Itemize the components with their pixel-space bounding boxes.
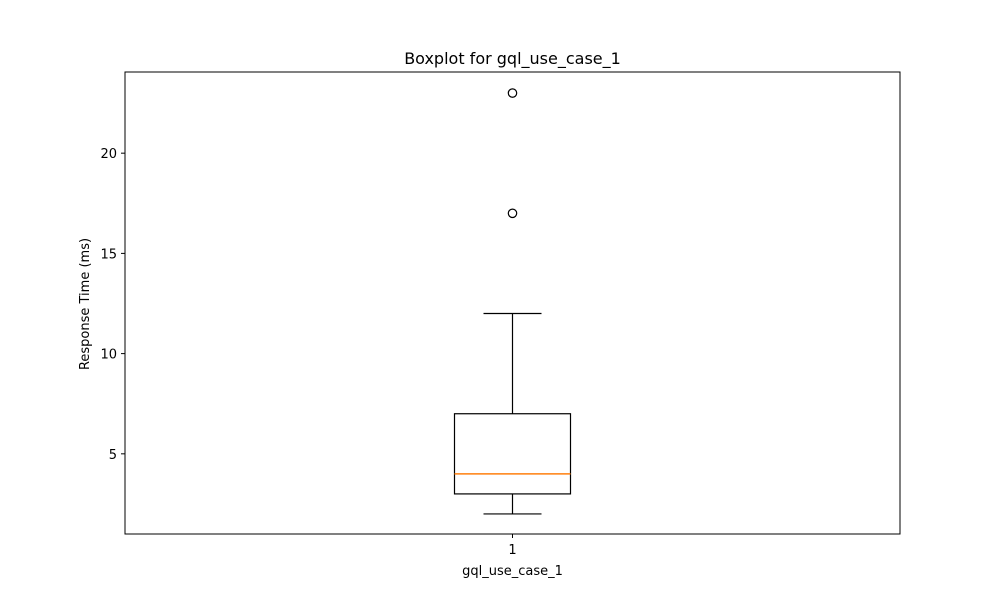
- plot-area: 5 10 15 20 1: [100, 71, 901, 558]
- y-tick-label: 10: [100, 348, 117, 363]
- y-tick-label: 20: [100, 147, 117, 162]
- y-axis-label: Response Time (ms): [78, 238, 93, 370]
- chart-title: Boxplot for gql_use_case_1: [404, 49, 621, 69]
- outlier-point: [507, 208, 518, 219]
- iqr-box: [453, 413, 572, 495]
- plot-frame: [124, 71, 901, 535]
- y-tick-label: 5: [109, 448, 117, 463]
- x-axis-label: gql_use_case_1: [462, 564, 563, 579]
- outlier-point: [507, 88, 518, 98]
- x-tick-label: 1: [508, 543, 516, 558]
- y-tick-label: 15: [100, 247, 117, 262]
